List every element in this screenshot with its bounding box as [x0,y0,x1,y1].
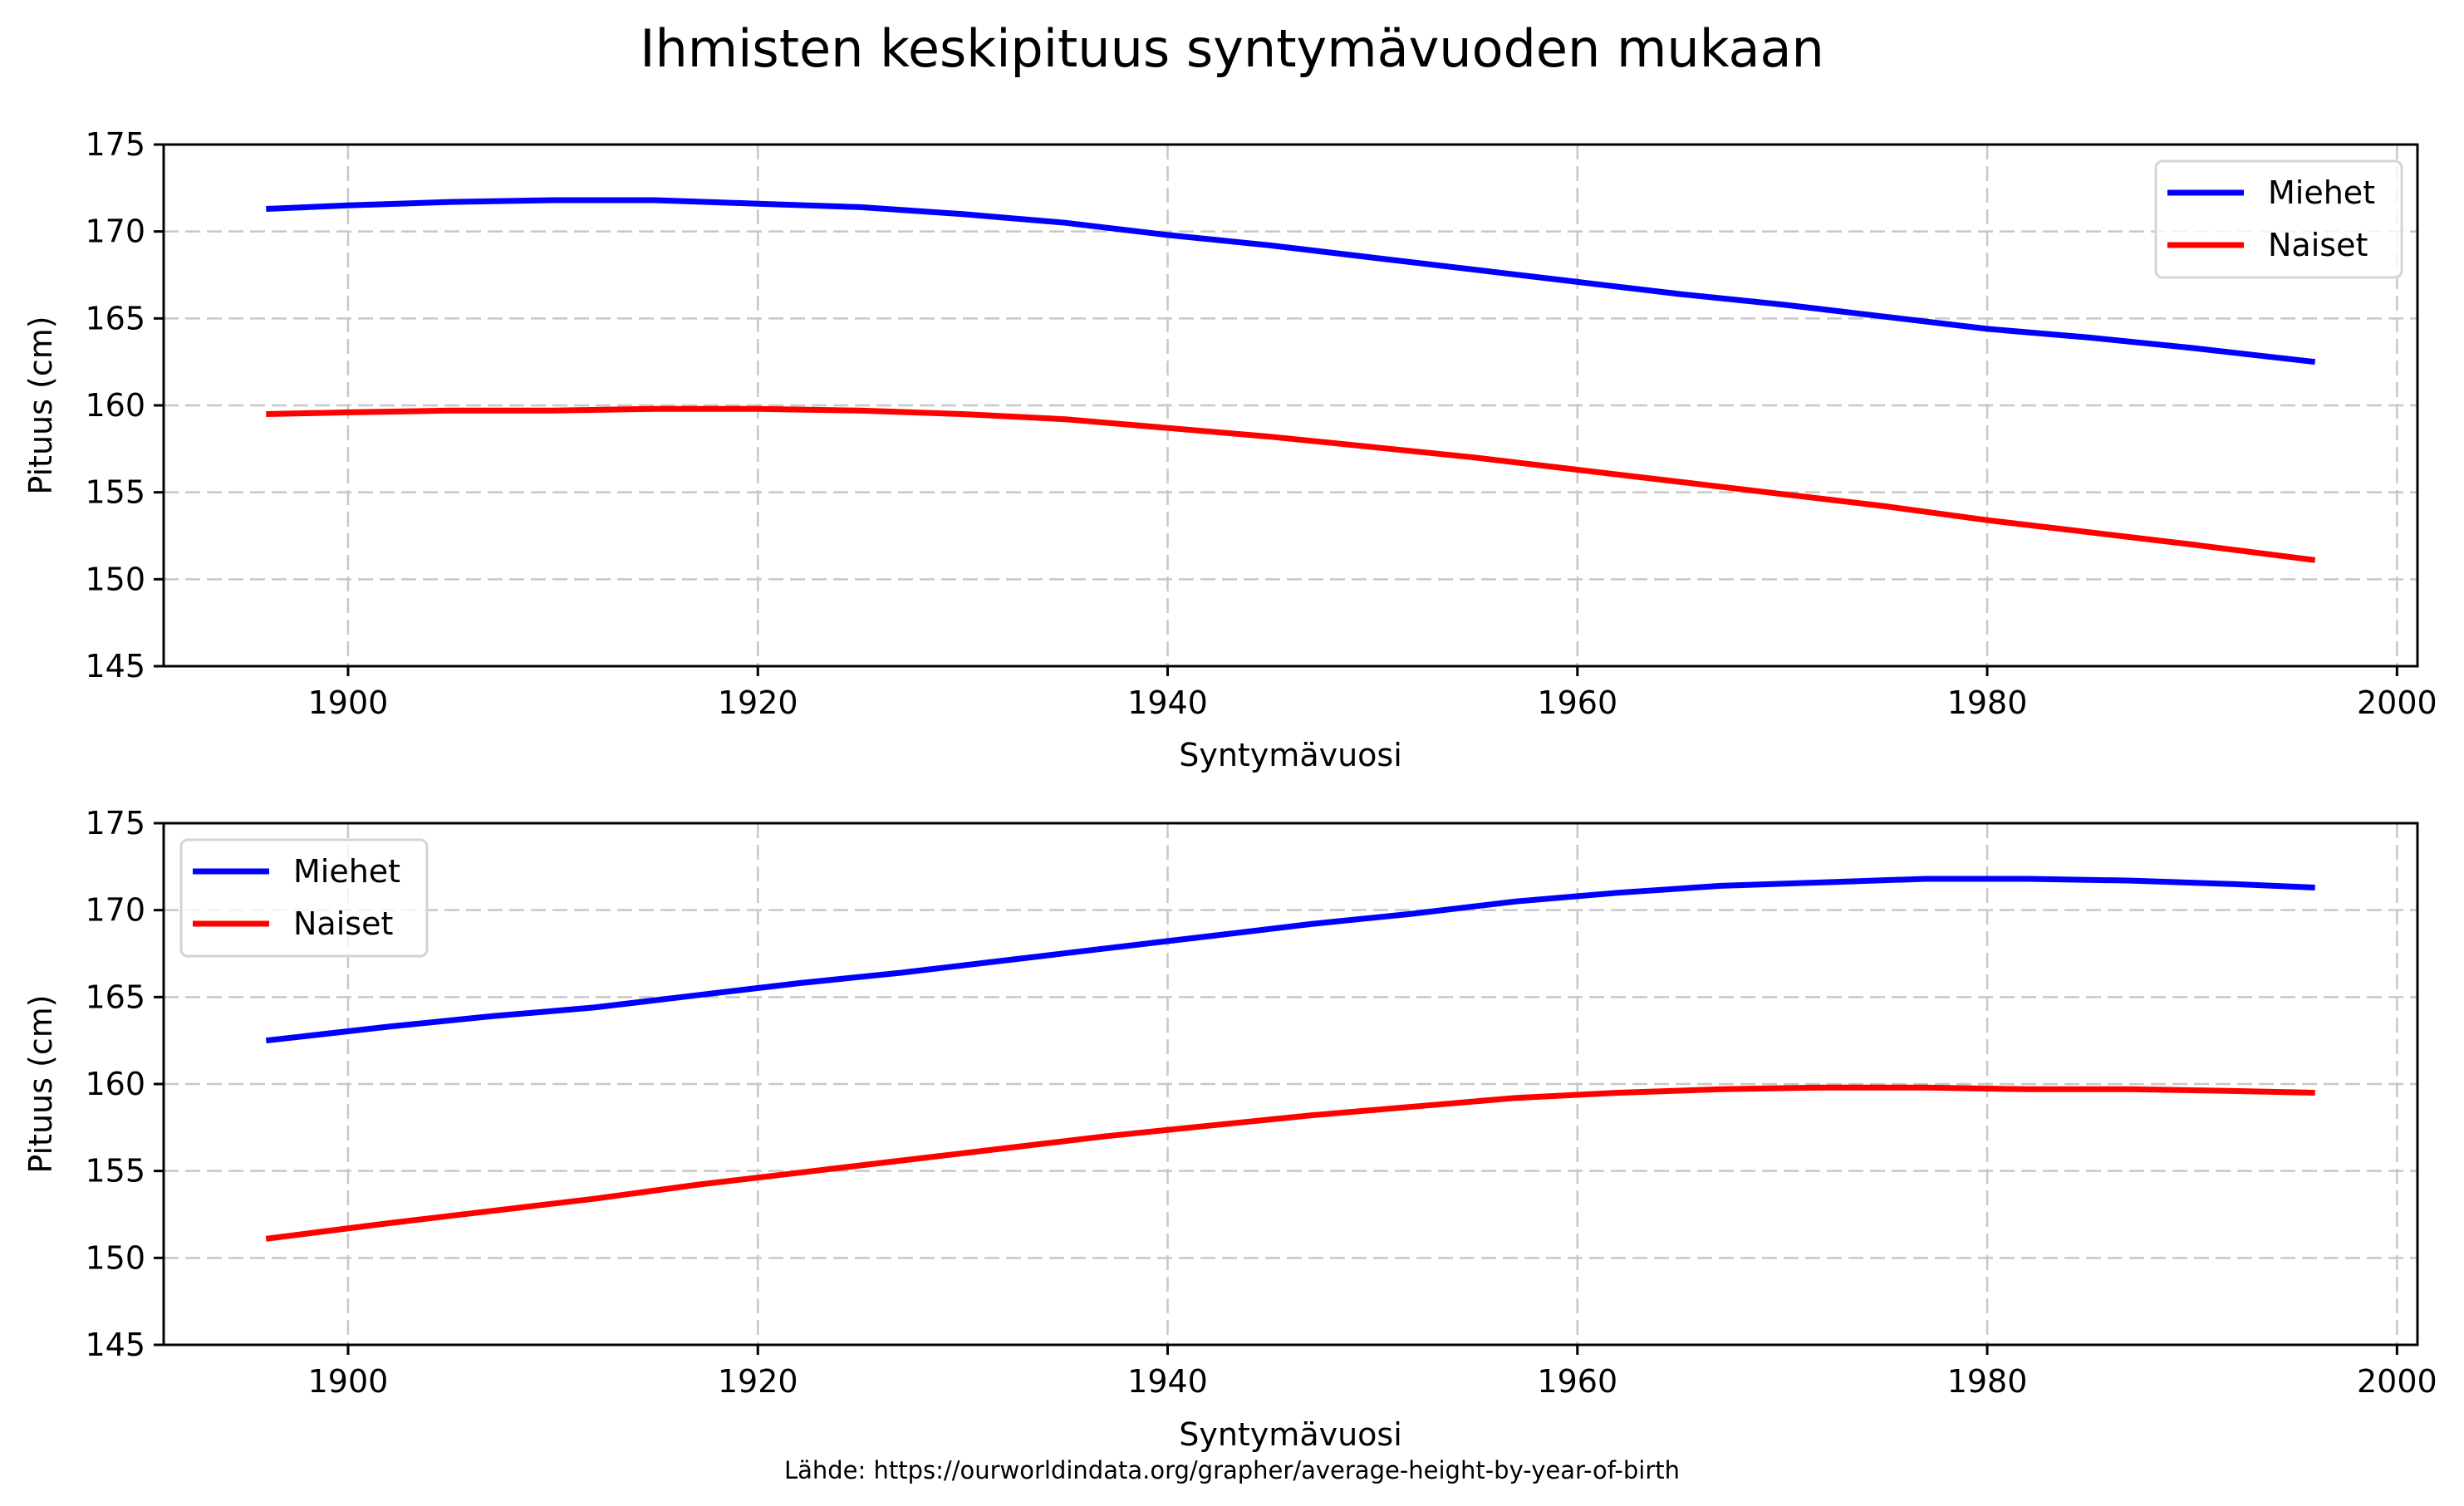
top-plot: 1900 1920 1940 1960 1980 2000 145 150 155 160 165 1… [22,126,2437,773]
x-tick-label: 1920 [718,684,798,721]
legend: Miehet Naiset [179,838,429,958]
y-tick-label: 155 [85,1153,145,1190]
series-line-miehet [265,876,2315,1044]
legend-label: Miehet [293,853,400,890]
figure-title: Ihmisten keskipituus syntymävuoden mukaa… [640,18,1824,79]
x-tick-label: 1960 [1537,1363,1617,1400]
x-axis-label: Syntymävuosi [1179,1416,1402,1453]
y-tick-label: 175 [85,805,145,841]
x-tick-label: 1900 [308,684,389,721]
x-tick-label: 1980 [1947,1363,2028,1400]
legend-label: Naiset [293,905,393,942]
x-tick-label: 2000 [2357,1363,2437,1400]
y-tick-label: 155 [85,474,145,511]
x-tick-label: 1940 [1127,684,1208,721]
x-axis-label: Syntymävuosi [1179,737,1402,773]
bottom-plot: 1900 1920 1940 1960 1980 2000 145 150 155 160 165 1… [22,805,2437,1453]
x-tick-label: 1960 [1537,684,1617,721]
y-axis-label: Pituus (cm) [22,316,59,494]
series-line-miehet [266,197,2316,365]
legend-label: Naiset [2268,227,2368,263]
y-tick-label: 145 [85,648,145,684]
y-tick-label: 170 [85,892,145,929]
series-line-naiset [265,1084,2315,1242]
y-tick-label: 165 [85,979,145,1015]
source-note: Lähde: https://ourworldindata.org/graphe… [784,1456,1680,1484]
y-tick-label: 150 [85,1239,145,1276]
series-line-naiset [266,405,2316,563]
x-tick-label: 1980 [1947,684,2028,721]
y-tick-label: 145 [85,1327,145,1363]
x-tick-label: 1900 [308,1363,389,1400]
x-tick-label: 2000 [2357,684,2437,721]
y-axis-label: Pituus (cm) [22,994,59,1173]
y-tick-label: 165 [85,300,145,336]
grid [164,822,2417,1347]
legend: Miehet Naiset [2154,159,2403,279]
grid [164,143,2417,668]
y-tick-label: 170 [85,213,145,250]
y-tick-label: 160 [85,387,145,424]
x-tick-label: 1940 [1127,1363,1208,1400]
y-tick-label: 175 [85,126,145,163]
y-tick-label: 150 [85,561,145,597]
x-tick-label: 1920 [718,1363,798,1400]
y-tick-label: 160 [85,1066,145,1102]
legend-label: Miehet [2268,174,2375,211]
